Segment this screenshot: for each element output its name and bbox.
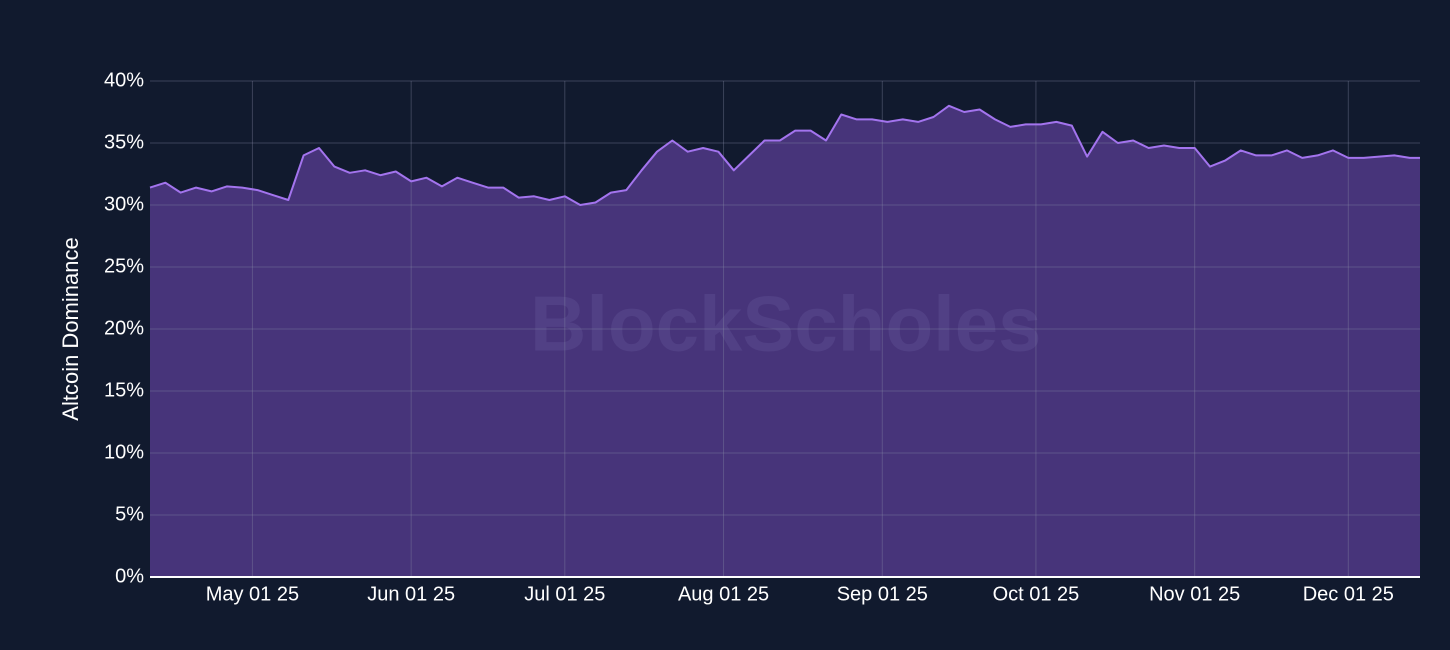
x-tick-label: Jun 01 25: [367, 583, 455, 605]
y-tick-label: 25%: [104, 255, 144, 277]
y-tick-label: 40%: [104, 69, 144, 91]
x-tick-label: Sep 01 25: [837, 583, 928, 605]
watermark: BlockScholes: [530, 280, 1042, 368]
y-axis-label: Altcoin Dominance: [58, 237, 83, 420]
x-tick-label: Dec 01 25: [1303, 583, 1394, 605]
y-tick-label: 35%: [104, 131, 144, 153]
area: [150, 105, 1420, 578]
y-tick-label: 10%: [104, 441, 144, 463]
y-tick-label: 15%: [104, 379, 144, 401]
x-tick-label: Oct 01 25: [993, 583, 1080, 605]
x-tick-label: Nov 01 25: [1149, 583, 1240, 605]
y-tick-label: 30%: [104, 193, 144, 215]
y-tick-label: 20%: [104, 317, 144, 339]
x-tick-label: May 01 25: [206, 583, 299, 605]
line: [149, 104, 1420, 206]
x-tick-label: Aug 01 25: [678, 583, 769, 605]
y-tick-label: 0%: [115, 565, 144, 587]
x-tick-label: Jul 01 25: [524, 583, 605, 605]
y-tick-label: 5%: [115, 503, 144, 525]
